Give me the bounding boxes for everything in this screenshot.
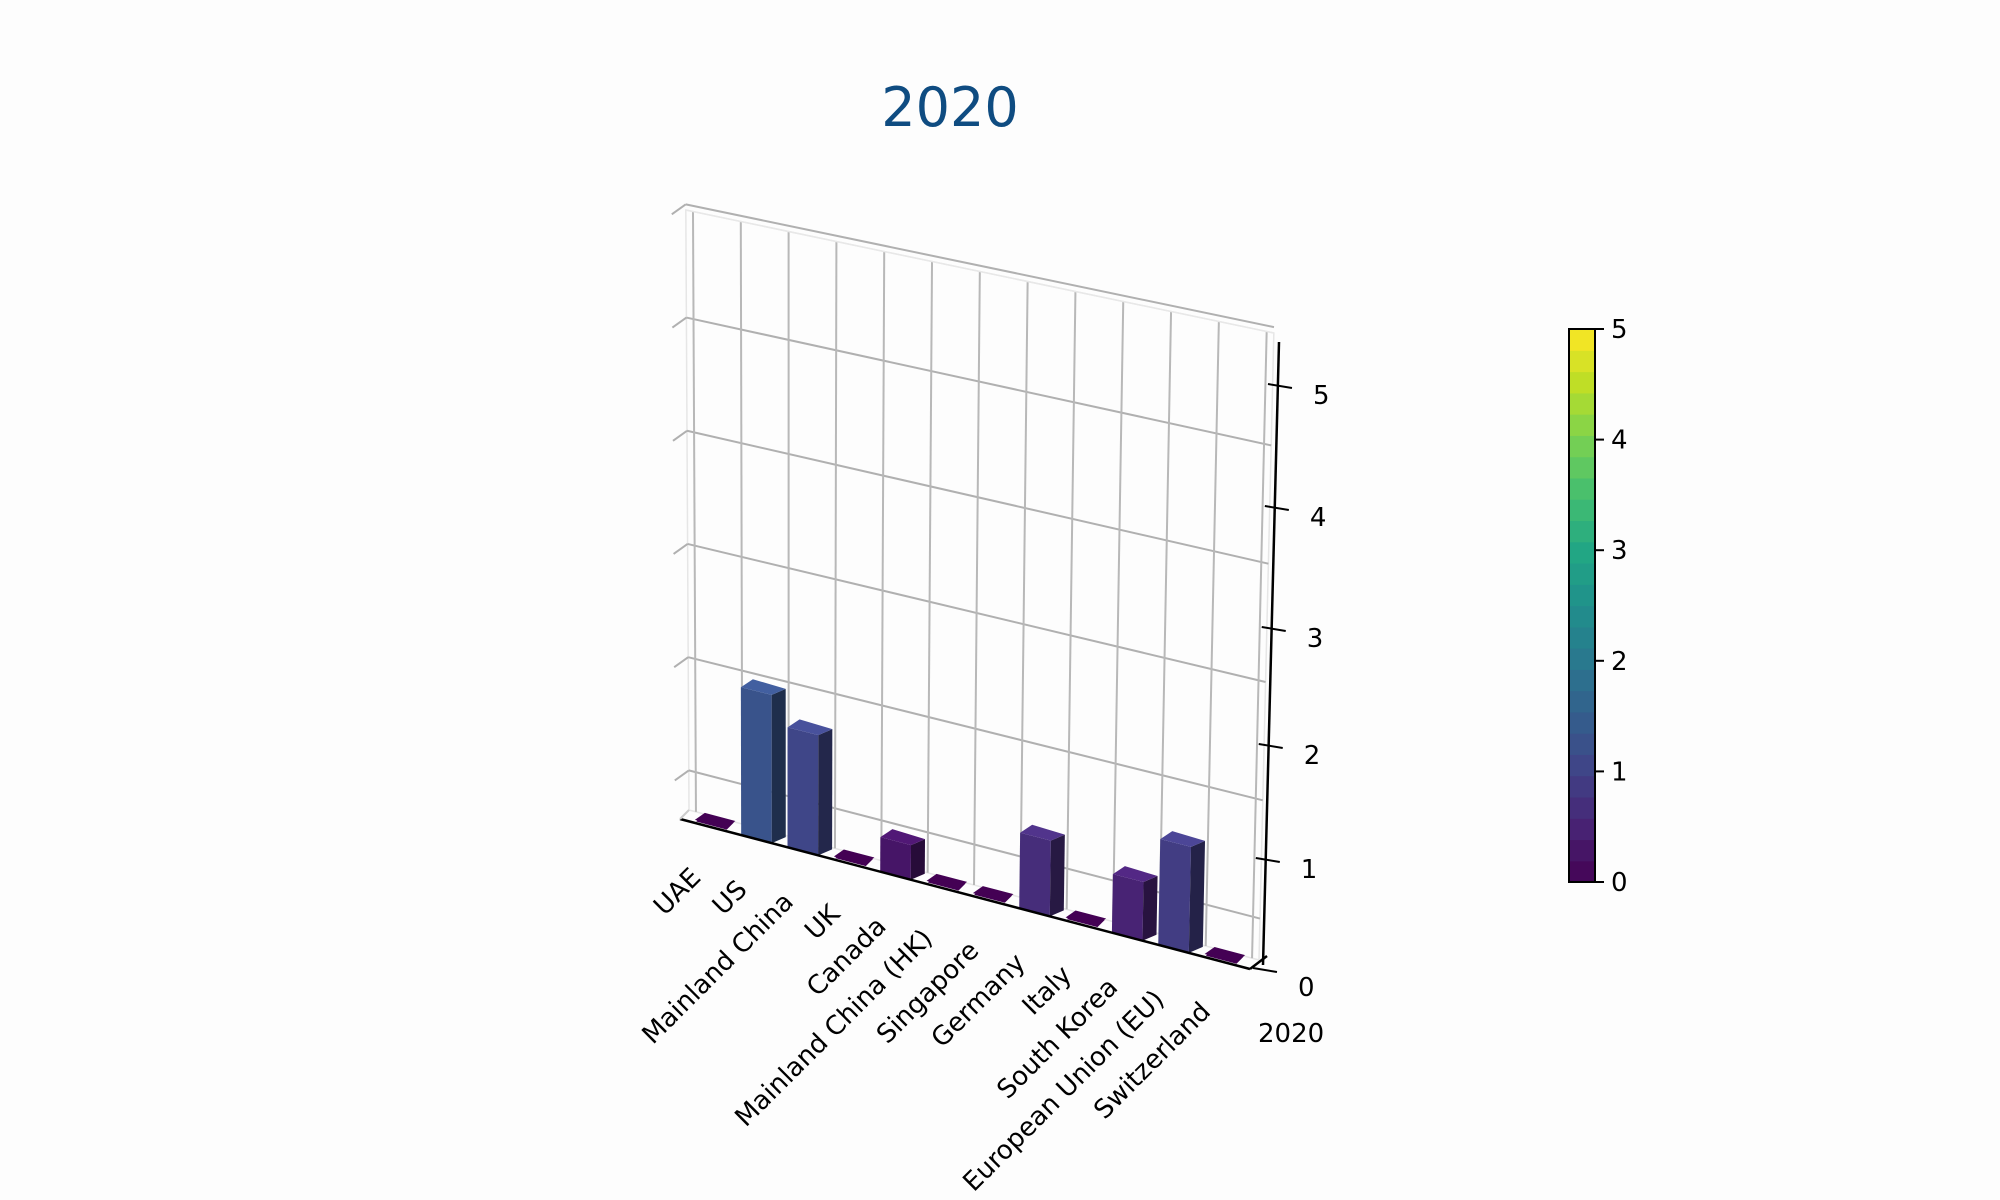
z-axis-ticks: 0 1 2 3 4 5	[1252, 381, 1330, 1003]
colorbar-tick-label: 3	[1611, 536, 1628, 566]
x-axis-tick-label: UAE	[648, 863, 707, 922]
colorbar-tick-label: 0	[1611, 868, 1628, 898]
y-axis-tick-label: 2020	[1258, 1019, 1324, 1049]
z-axis-tick-label: 1	[1301, 855, 1318, 885]
bar	[787, 719, 833, 856]
x-axis-tick-label: UK	[799, 899, 846, 946]
bar	[1111, 866, 1158, 941]
colorbar-tick-label: 4	[1611, 426, 1628, 456]
bar	[1019, 824, 1065, 917]
z-axis-tick-label: 5	[1313, 381, 1330, 411]
bar	[1204, 947, 1246, 964]
colorbar-tick-label: 1	[1611, 757, 1628, 787]
bars	[694, 679, 1246, 964]
axis-lines	[679, 341, 1281, 971]
colorbar: 0 1 2 3 4 5	[1568, 315, 1628, 898]
z-axis-tick-label: 4	[1310, 503, 1327, 533]
colorbar-tick-label: 2	[1611, 647, 1628, 677]
chart-title: 2020	[881, 76, 1019, 139]
z-axis-tick-label: 3	[1307, 624, 1324, 654]
grid-lines	[671, 203, 1275, 959]
bar	[1158, 831, 1206, 953]
bar	[972, 886, 1014, 903]
z-axis-tick-label: 2	[1304, 741, 1321, 771]
x-axis-tick-label: US	[707, 875, 753, 921]
bar	[926, 873, 968, 891]
bar	[1065, 910, 1107, 928]
bar	[880, 829, 926, 880]
bar	[833, 849, 875, 867]
bar	[694, 812, 736, 830]
z-axis-tick-label: 0	[1298, 973, 1315, 1003]
bar	[740, 679, 786, 844]
colorbar-tick-label: 5	[1611, 315, 1628, 345]
